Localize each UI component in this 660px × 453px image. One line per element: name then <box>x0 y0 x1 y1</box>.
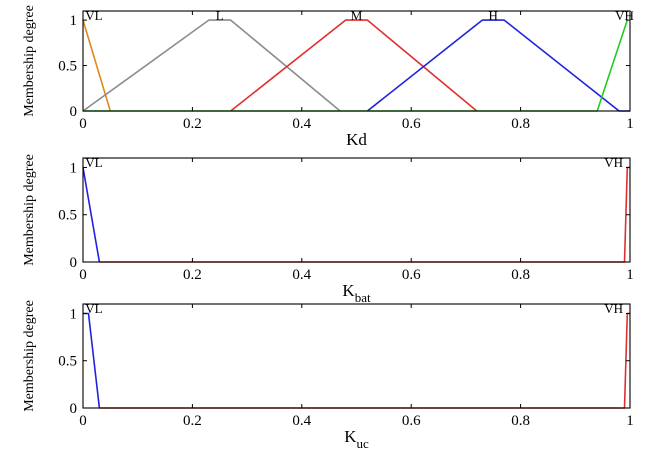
series-line-5 <box>83 19 629 112</box>
series-line-1 <box>82 167 101 263</box>
series-line-2 <box>82 19 341 112</box>
term-label: M <box>351 8 363 23</box>
x-tick-label: 0.6 <box>402 413 421 429</box>
x-axis-label: Kbat <box>342 281 371 305</box>
series-line-2 <box>99 166 630 263</box>
term-label: H <box>489 8 498 23</box>
x-axis-label-subscript: uc <box>357 436 370 451</box>
term-label: VH <box>615 8 634 23</box>
series-line-2 <box>99 312 630 409</box>
y-tick-label: 1 <box>70 306 78 322</box>
y-tick-label: 1 <box>70 13 78 29</box>
x-axis-label-subscript: bat <box>355 290 371 305</box>
term-label: VL <box>85 301 102 316</box>
x-tick-label: 0.2 <box>183 116 202 132</box>
term-label: VL <box>85 155 102 170</box>
y-tick-label: 0 <box>70 104 78 120</box>
axes-frame <box>82 10 631 112</box>
x-tick-label: 0 <box>79 413 87 429</box>
x-axis-label: Kuc <box>344 427 369 451</box>
axes-frame <box>82 157 631 263</box>
x-tick-label: 1 <box>626 413 634 429</box>
x-tick-label: 1 <box>626 267 634 283</box>
axes-frame <box>82 303 631 409</box>
y-tick-label: 0.5 <box>58 354 77 370</box>
term-label: VL <box>85 8 102 23</box>
x-tick-label: 0.2 <box>183 413 202 429</box>
y-tick-label: 0 <box>70 401 78 417</box>
x-tick-label: 0.6 <box>402 116 421 132</box>
x-axis-label-main: K <box>344 427 357 446</box>
x-axis-label-main: K <box>342 281 355 300</box>
chart-panel-1: 0 0.2 0.4 0.6 0.8 1 0 0.5 1 VL L M H VH Membership deg… <box>22 5 634 149</box>
x-tick-label: 0 <box>79 267 87 283</box>
x-tick-label: 0.8 <box>511 116 530 132</box>
term-label: VH <box>604 301 623 316</box>
x-axis-label-main: Kd <box>346 130 367 149</box>
y-tick-label: 0.5 <box>58 208 77 224</box>
series-line-1 <box>82 19 112 112</box>
y-tick-label: 1 <box>70 160 78 176</box>
x-tick-label: 0.6 <box>402 267 421 283</box>
term-label: VH <box>604 155 623 170</box>
x-tick-label: 1 <box>626 116 634 132</box>
x-tick-label: 0.4 <box>292 267 311 283</box>
y-axis-label: Membership degree <box>22 154 37 266</box>
y-tick-label: 0 <box>70 255 78 271</box>
term-label: L <box>216 8 224 23</box>
y-axis-label: Membership degree <box>22 300 37 412</box>
y-axis-label: Membership degree <box>22 5 37 117</box>
x-axis-label: Kd <box>346 130 367 149</box>
x-tick-label: 0.4 <box>292 116 311 132</box>
x-tick-label: 0.2 <box>183 267 202 283</box>
x-tick-label: 0.8 <box>511 413 530 429</box>
chart-panel-3: 0 0.2 0.4 0.6 0.8 1 0 0.5 1 VL VH Membership degree… <box>22 300 634 451</box>
x-tick-label: 0 <box>79 116 87 132</box>
x-tick-label: 0.8 <box>511 267 530 283</box>
x-tick-label: 0.4 <box>292 413 311 429</box>
y-tick-label: 0.5 <box>58 59 77 75</box>
chart-panel-2: 0 0.2 0.4 0.6 0.8 1 0 0.5 1 VL VH Membership degree… <box>22 154 634 305</box>
series-line-3 <box>230 19 478 112</box>
series-line-4 <box>366 19 630 112</box>
